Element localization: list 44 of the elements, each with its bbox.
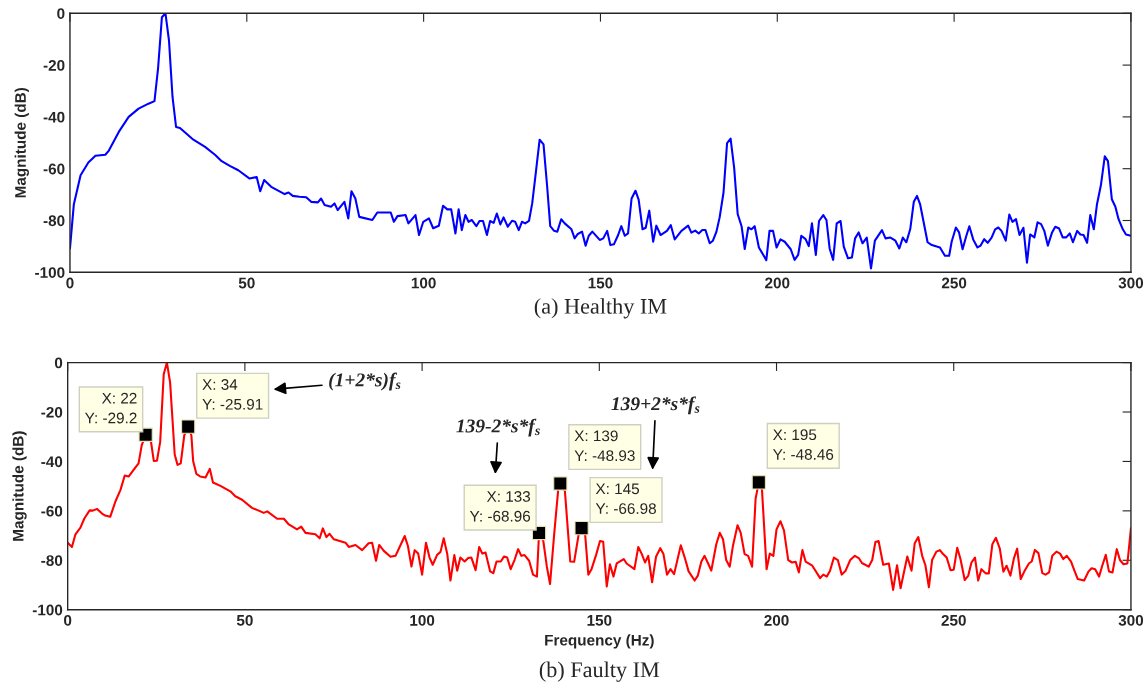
x-tick-label: 250 (941, 277, 967, 289)
x-tick-label: 0 (66, 277, 74, 289)
x-tick-label: 250 (941, 614, 966, 626)
annotation: X: 195 Y: -48.46 (773, 429, 834, 460)
annotation: X: 22 Y: -29.2 (84, 392, 137, 424)
point (751, 475, 766, 490)
x-tick-label: 300 (1118, 277, 1144, 289)
y-tick-label: -100 (32, 604, 63, 616)
y-tick-label: -60 (43, 163, 65, 175)
x-tick-label: 150 (588, 277, 613, 289)
y-tick-label: 0 (57, 8, 65, 19)
x-tick-label: 100 (410, 614, 435, 626)
y-tick-label: -100 (35, 267, 65, 278)
point (553, 476, 568, 491)
annotation: X: 133 Y: -68.96 (469, 491, 531, 522)
annotation: 139-2*s*f$_{s}$ (456, 418, 540, 437)
x-tick-label: 50 (236, 614, 253, 626)
y-tick-label: -80 (41, 555, 63, 566)
text: (a) Healthy IM (534, 298, 667, 319)
annotation: X: 34 Y: -25.91 (202, 379, 263, 410)
annotation: X: 139 Y: -48.93 (574, 430, 635, 462)
x-tick-label: 100 (411, 277, 436, 289)
y-tick-label: -80 (43, 215, 65, 227)
y-tick-label: -60 (41, 505, 63, 517)
y-axis-title: Magnitude (dB) (12, 431, 27, 541)
y-tick-label: -40 (43, 111, 65, 123)
x-tick-label: 300 (1118, 614, 1144, 626)
point (181, 419, 196, 434)
y-axis-title: Magnitude (dB) (14, 87, 29, 198)
annotation: X: 145 Y: -66.98 (595, 483, 656, 514)
y-tick-label: -20 (41, 406, 63, 418)
y-tick-label: 0 (54, 357, 63, 369)
line-series (69, 13, 1131, 270)
annotation: (1+2*s)f$_{s}$ (329, 372, 401, 391)
x-tick-label: 150 (587, 614, 612, 626)
y-tick-label: -40 (41, 456, 63, 468)
point (574, 520, 589, 536)
y-tick-label: -20 (43, 59, 65, 71)
x-tick-label: 200 (765, 277, 790, 289)
x-tick-label: 200 (764, 614, 789, 626)
x-tick-label: 50 (238, 277, 255, 289)
annotation: 139+2*s*f$_{s}$ (611, 396, 700, 415)
text: (b) Faulty IM (539, 661, 660, 682)
x-axis-title: Frequency (Hz) (545, 634, 654, 649)
